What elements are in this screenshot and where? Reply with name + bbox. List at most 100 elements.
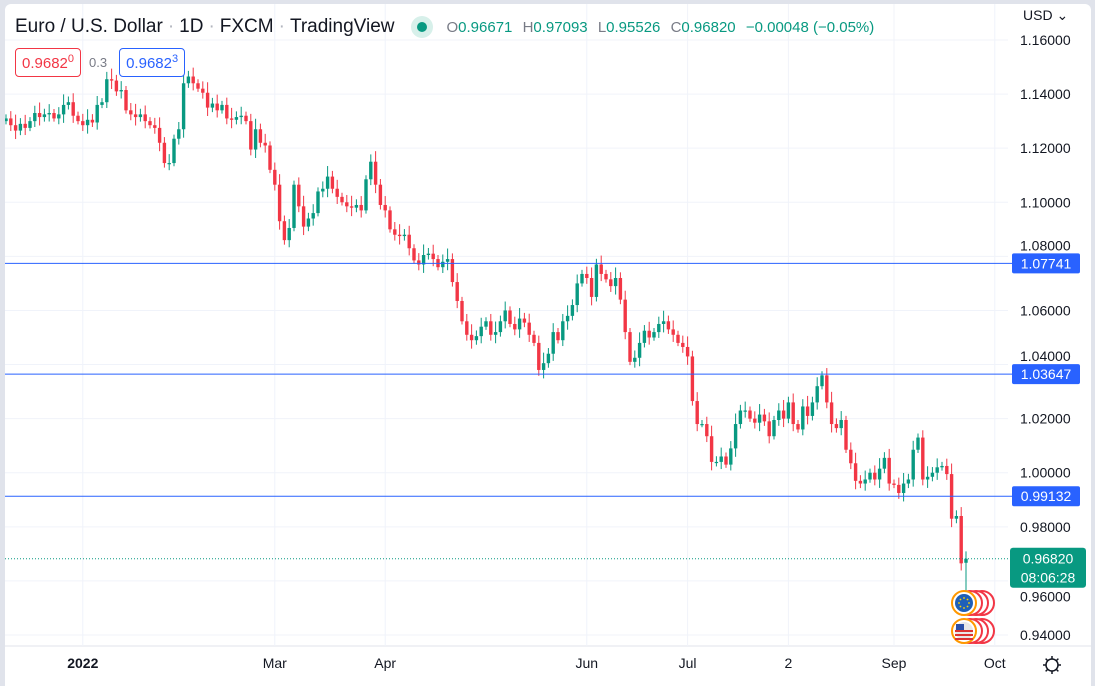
- candle[interactable]: [777, 403, 781, 426]
- candle[interactable]: [877, 458, 882, 488]
- candle[interactable]: [306, 212, 311, 232]
- candle[interactable]: [705, 416, 709, 443]
- candle[interactable]: [508, 306, 512, 328]
- candle[interactable]: [450, 253, 455, 287]
- candle[interactable]: [709, 425, 714, 471]
- candle[interactable]: [671, 320, 675, 342]
- candle[interactable]: [215, 94, 219, 118]
- candle[interactable]: [282, 215, 287, 245]
- candle[interactable]: [287, 219, 291, 248]
- candle[interactable]: [839, 411, 843, 436]
- candle[interactable]: [9, 111, 13, 132]
- symbol-name[interactable]: Euro / U.S. Dollar: [15, 16, 163, 37]
- candle[interactable]: [666, 315, 671, 334]
- candle[interactable]: [585, 266, 589, 284]
- candle[interactable]: [148, 117, 152, 129]
- candle[interactable]: [157, 117, 162, 152]
- candle[interactable]: [729, 441, 733, 471]
- candle[interactable]: [47, 104, 51, 122]
- candle[interactable]: [186, 70, 191, 88]
- candle[interactable]: [311, 204, 315, 226]
- candle[interactable]: [109, 68, 114, 90]
- candle[interactable]: [373, 151, 378, 194]
- candle[interactable]: [95, 95, 99, 130]
- candle[interactable]: [762, 408, 767, 426]
- candle[interactable]: [527, 313, 531, 342]
- candle[interactable]: [172, 134, 176, 167]
- candle[interactable]: [191, 67, 195, 91]
- candle[interactable]: [594, 258, 599, 302]
- candle[interactable]: [685, 336, 690, 365]
- candle[interactable]: [556, 328, 560, 344]
- candle[interactable]: [297, 177, 301, 213]
- candle[interactable]: [647, 321, 651, 345]
- candle[interactable]: [522, 312, 527, 328]
- candle[interactable]: [786, 396, 791, 424]
- candle[interactable]: [253, 118, 258, 158]
- candle[interactable]: [465, 313, 469, 341]
- eu-flag-icon[interactable]: [951, 590, 995, 616]
- candle[interactable]: [887, 448, 891, 491]
- candle[interactable]: [599, 255, 603, 282]
- candle[interactable]: [849, 442, 853, 470]
- candle[interactable]: [455, 273, 459, 309]
- candle[interactable]: [930, 467, 935, 482]
- candle[interactable]: [767, 412, 771, 444]
- candle[interactable]: [325, 166, 330, 198]
- candle[interactable]: [498, 315, 503, 337]
- candle[interactable]: [354, 199, 359, 213]
- candle[interactable]: [565, 305, 570, 330]
- candle[interactable]: [100, 98, 104, 109]
- candle[interactable]: [71, 93, 75, 123]
- candle[interactable]: [234, 111, 239, 125]
- candle[interactable]: [474, 330, 479, 345]
- candle[interactable]: [133, 103, 138, 126]
- candle[interactable]: [700, 419, 704, 428]
- candle[interactable]: [66, 96, 71, 110]
- candle[interactable]: [676, 330, 680, 347]
- candle[interactable]: [945, 458, 949, 480]
- candle[interactable]: [892, 479, 896, 489]
- candle[interactable]: [484, 317, 488, 330]
- candle[interactable]: [76, 111, 80, 125]
- candle[interactable]: [873, 465, 877, 486]
- candle[interactable]: [153, 117, 157, 134]
- candle[interactable]: [853, 452, 858, 490]
- candle[interactable]: [23, 114, 27, 136]
- candle[interactable]: [834, 418, 839, 433]
- candle[interactable]: [633, 350, 637, 368]
- candle[interactable]: [503, 301, 507, 329]
- candle[interactable]: [714, 456, 719, 467]
- candle[interactable]: [805, 395, 810, 425]
- candle[interactable]: [897, 477, 901, 499]
- candle[interactable]: [623, 290, 627, 340]
- candle[interactable]: [796, 419, 800, 433]
- candle[interactable]: [858, 475, 863, 489]
- candle[interactable]: [119, 81, 123, 99]
- candle[interactable]: [13, 114, 18, 140]
- candle[interactable]: [561, 313, 565, 347]
- candle[interactable]: [681, 335, 685, 353]
- candle[interactable]: [28, 117, 32, 132]
- candle[interactable]: [753, 411, 757, 429]
- candle[interactable]: [901, 472, 906, 502]
- candle[interactable]: [258, 123, 263, 148]
- candle[interactable]: [513, 316, 517, 336]
- candle[interactable]: [637, 332, 642, 367]
- candle[interactable]: [844, 415, 848, 453]
- candle[interactable]: [407, 225, 411, 256]
- candle[interactable]: [340, 192, 344, 206]
- interval[interactable]: 1D: [179, 16, 204, 37]
- candle[interactable]: [90, 114, 95, 128]
- candle[interactable]: [537, 335, 541, 376]
- candle[interactable]: [815, 377, 819, 410]
- candle[interactable]: [263, 133, 267, 153]
- candle[interactable]: [954, 510, 959, 524]
- candle[interactable]: [393, 222, 397, 241]
- candle[interactable]: [52, 108, 56, 122]
- candle[interactable]: [916, 433, 920, 453]
- candle[interactable]: [349, 195, 354, 217]
- candle[interactable]: [642, 325, 647, 348]
- candle[interactable]: [268, 141, 272, 174]
- candle[interactable]: [791, 393, 795, 432]
